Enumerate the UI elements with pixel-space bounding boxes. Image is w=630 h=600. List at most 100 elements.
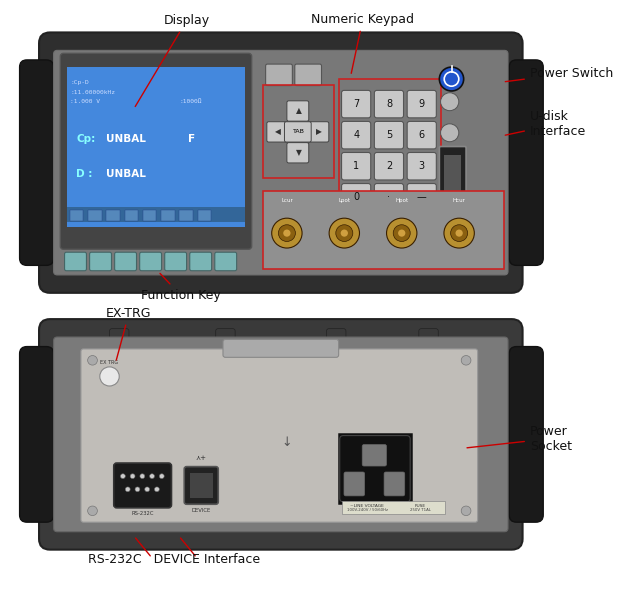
Bar — [125, 210, 138, 221]
Text: 6: 6 — [419, 130, 425, 140]
FancyBboxPatch shape — [20, 347, 54, 522]
FancyBboxPatch shape — [295, 64, 321, 86]
Text: ~LINE VOLTAGE: ~LINE VOLTAGE — [350, 504, 384, 508]
Circle shape — [387, 218, 417, 248]
FancyBboxPatch shape — [509, 60, 543, 265]
Circle shape — [159, 474, 164, 479]
FancyBboxPatch shape — [374, 184, 404, 211]
Bar — [67, 208, 245, 223]
FancyBboxPatch shape — [419, 329, 438, 346]
FancyBboxPatch shape — [307, 122, 329, 142]
Bar — [180, 210, 193, 221]
Circle shape — [140, 474, 145, 479]
Bar — [341, 500, 445, 514]
Text: :Cp-D: :Cp-D — [70, 80, 89, 85]
Text: Power
Socket: Power Socket — [467, 425, 572, 452]
Bar — [198, 210, 211, 221]
Text: Hpot: Hpot — [395, 199, 408, 203]
Circle shape — [278, 225, 295, 241]
Text: 9: 9 — [419, 99, 425, 109]
FancyBboxPatch shape — [140, 252, 161, 271]
Text: 7: 7 — [353, 99, 359, 109]
FancyBboxPatch shape — [439, 146, 466, 200]
Text: Lcur: Lcur — [281, 199, 293, 203]
Text: RS-232C   DEVICE Interface: RS-232C DEVICE Interface — [88, 553, 261, 566]
FancyBboxPatch shape — [444, 155, 461, 194]
FancyBboxPatch shape — [164, 252, 186, 271]
Text: 3: 3 — [419, 161, 425, 171]
Text: Function Key: Function Key — [140, 274, 220, 302]
Circle shape — [439, 67, 464, 91]
FancyBboxPatch shape — [341, 184, 370, 211]
FancyBboxPatch shape — [54, 50, 508, 275]
Text: ◀: ◀ — [275, 127, 282, 136]
Text: F: F — [188, 134, 195, 144]
FancyBboxPatch shape — [81, 349, 478, 522]
FancyBboxPatch shape — [184, 467, 218, 504]
Text: ⋏+: ⋏+ — [196, 455, 207, 461]
FancyBboxPatch shape — [344, 472, 365, 496]
Bar — [161, 210, 175, 221]
Bar — [263, 191, 504, 269]
Circle shape — [440, 186, 459, 204]
Circle shape — [329, 218, 360, 248]
FancyBboxPatch shape — [115, 252, 137, 271]
Circle shape — [393, 225, 410, 241]
Text: Lpot: Lpot — [338, 199, 350, 203]
Bar — [339, 79, 441, 214]
Circle shape — [341, 230, 348, 236]
Text: ▶: ▶ — [316, 127, 321, 136]
Circle shape — [154, 487, 159, 492]
FancyBboxPatch shape — [407, 184, 437, 211]
FancyBboxPatch shape — [407, 91, 437, 118]
FancyBboxPatch shape — [384, 472, 404, 496]
Text: 4: 4 — [353, 130, 359, 140]
Circle shape — [135, 487, 140, 492]
Text: ·: · — [387, 192, 391, 202]
Circle shape — [461, 356, 471, 365]
FancyBboxPatch shape — [362, 445, 387, 466]
Text: ▼: ▼ — [295, 148, 301, 157]
Text: Hcur: Hcur — [453, 199, 466, 203]
Text: EX-TRG: EX-TRG — [106, 307, 152, 360]
FancyBboxPatch shape — [267, 122, 289, 142]
Circle shape — [284, 230, 290, 236]
FancyBboxPatch shape — [215, 329, 235, 346]
FancyBboxPatch shape — [374, 91, 404, 118]
FancyBboxPatch shape — [285, 122, 311, 142]
FancyBboxPatch shape — [374, 121, 404, 149]
FancyBboxPatch shape — [190, 252, 212, 271]
FancyBboxPatch shape — [287, 101, 309, 121]
Circle shape — [88, 356, 98, 365]
Bar — [338, 434, 411, 503]
Circle shape — [120, 474, 125, 479]
Circle shape — [100, 367, 119, 386]
Text: :1.000 V: :1.000 V — [70, 100, 100, 104]
Text: UNBAL: UNBAL — [106, 134, 146, 144]
Bar — [106, 210, 120, 221]
FancyBboxPatch shape — [54, 337, 508, 532]
Text: Display: Display — [135, 14, 210, 107]
Circle shape — [444, 218, 474, 248]
Bar — [70, 210, 83, 221]
FancyBboxPatch shape — [20, 60, 54, 265]
FancyBboxPatch shape — [326, 329, 346, 346]
Bar — [143, 210, 156, 221]
FancyBboxPatch shape — [341, 121, 370, 149]
Circle shape — [461, 506, 471, 515]
Bar — [88, 210, 101, 221]
Bar — [263, 85, 335, 178]
FancyBboxPatch shape — [407, 121, 437, 149]
Text: TAB: TAB — [292, 129, 304, 134]
FancyBboxPatch shape — [223, 340, 339, 358]
Text: ▲: ▲ — [295, 106, 301, 115]
Text: DEVICE: DEVICE — [192, 508, 211, 513]
Text: 5: 5 — [386, 130, 392, 140]
FancyBboxPatch shape — [64, 252, 86, 271]
FancyBboxPatch shape — [39, 319, 522, 550]
Circle shape — [440, 93, 459, 110]
FancyBboxPatch shape — [374, 152, 404, 180]
Circle shape — [440, 155, 459, 173]
FancyBboxPatch shape — [340, 436, 410, 502]
Circle shape — [125, 487, 130, 492]
